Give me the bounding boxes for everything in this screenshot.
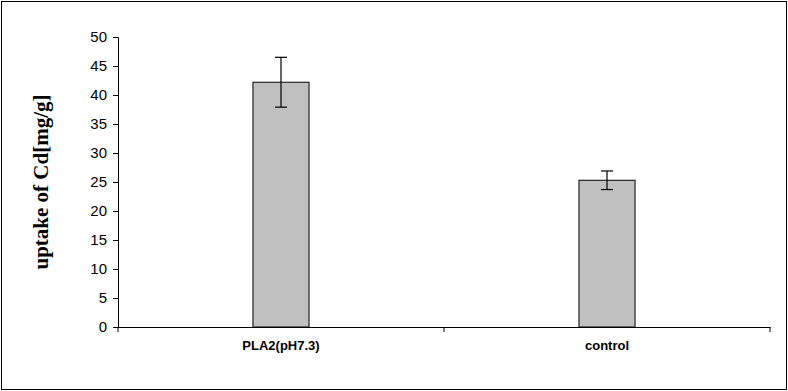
y-tick: 50 (90, 28, 118, 45)
y-tick: 40 (90, 86, 118, 103)
error-bar-line (601, 170, 613, 171)
error-bar-line (280, 57, 281, 107)
y-tick-mark (113, 37, 118, 38)
x-tick: PLA2(pH7.3) (242, 327, 319, 353)
y-tick: 45 (90, 57, 118, 74)
y-tick-label: 40 (90, 86, 107, 103)
y-tick-mark (113, 95, 118, 96)
x-axis: PLA2(pH7.3) control (118, 327, 771, 353)
y-tick-mark (113, 327, 118, 328)
error-bar (601, 171, 613, 190)
y-tick-mark (113, 153, 118, 154)
y-tick-label: 20 (90, 202, 107, 219)
y-tick-label: 35 (90, 115, 107, 132)
x-tick-label: control (585, 338, 629, 353)
y-tick-mark (113, 269, 118, 270)
marks (253, 57, 635, 327)
error-bar-line (601, 189, 613, 190)
y-tick-mark (113, 298, 118, 299)
y-tick: 30 (90, 144, 118, 161)
chart: 0 5 10 15 20 25 30 35 40 45 50 PLA2(pH7.3) control up… (0, 0, 788, 391)
y-axis: 0 5 10 15 20 25 30 35 40 45 50 (90, 28, 118, 335)
category-divider (118, 327, 119, 332)
error-bar-line (275, 57, 287, 58)
y-tick-label: 30 (90, 144, 107, 161)
y-tick-label: 0 (99, 318, 107, 335)
bar (579, 180, 635, 327)
y-tick-mark (113, 211, 118, 212)
y-tick: 5 (99, 289, 118, 306)
y-tick: 10 (90, 260, 118, 277)
category-divider (444, 327, 445, 332)
y-tick-label: 45 (90, 57, 107, 74)
y-tick-mark (113, 240, 118, 241)
y-axis-title: uptake of Cd[mg/g] (29, 94, 53, 269)
y-tick: 0 (99, 318, 118, 335)
x-tick: control (585, 327, 629, 353)
y-tick-mark (113, 124, 118, 125)
y-tick-mark (113, 66, 118, 67)
y-tick-mark (113, 182, 118, 183)
bar (253, 82, 309, 327)
y-tick: 20 (90, 202, 118, 219)
y-tick: 35 (90, 115, 118, 132)
error-bar (275, 57, 287, 107)
y-tick-label: 10 (90, 260, 107, 277)
y-tick: 15 (90, 231, 118, 248)
y-tick-label: 5 (99, 289, 107, 306)
y-tick-label: 15 (90, 231, 107, 248)
y-tick-label: 50 (90, 28, 107, 45)
y-axis-line (113, 38, 119, 328)
x-tick-label: PLA2(pH7.3) (242, 338, 319, 353)
y-tick: 25 (90, 173, 118, 190)
error-bar-line (275, 107, 287, 108)
chart-border (2, 2, 787, 390)
plot: 0 5 10 15 20 25 30 35 40 45 50 PLA2(pH7.3) control (90, 28, 770, 353)
category-divider (770, 327, 771, 332)
error-bar-line (606, 171, 607, 190)
y-tick-label: 25 (90, 173, 107, 190)
